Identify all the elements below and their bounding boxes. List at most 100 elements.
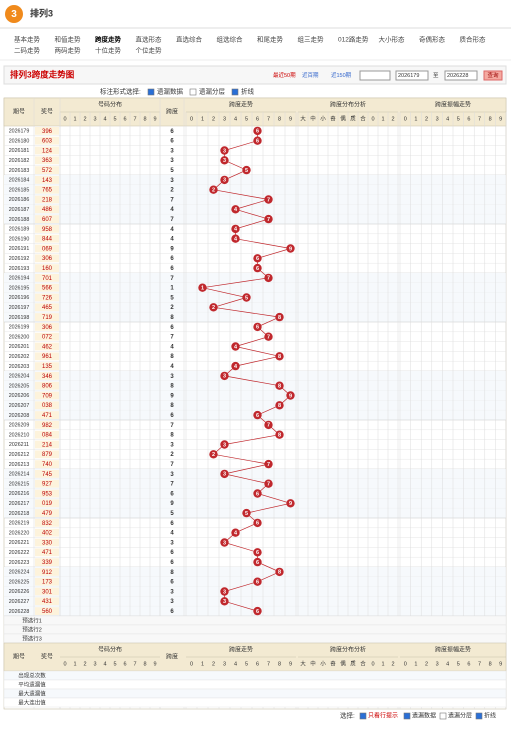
nav-link[interactable]: 直选形态 [136, 35, 163, 44]
checkbox[interactable] [403, 712, 411, 720]
nav-link[interactable]: 基本走势 [14, 35, 41, 44]
header-sub: 7 [478, 661, 481, 667]
span-ball [253, 548, 262, 557]
number-cell [35, 538, 59, 547]
span-ball [231, 342, 240, 351]
span-ball-label: 9 [289, 501, 292, 507]
span-ball [231, 224, 240, 234]
header-sub: 1 [201, 116, 204, 122]
nav-link[interactable]: 两码走势 [55, 46, 82, 55]
span-ball-label: 8 [278, 383, 281, 389]
range-link[interactable]: 近150期 [331, 71, 352, 79]
nav-link[interactable]: 组选综合 [217, 35, 244, 44]
number-cell [35, 136, 59, 145]
period-cell: 2026222 [9, 550, 30, 556]
nav-link[interactable]: 012路走势 [338, 35, 369, 44]
span-ball [264, 214, 273, 224]
row-band [4, 400, 506, 411]
number-cell [35, 332, 59, 341]
select-box[interactable] [359, 70, 391, 81]
header-sub: 3 [223, 116, 226, 122]
input-from[interactable] [395, 70, 429, 81]
nav-link[interactable]: 直选综合 [176, 35, 203, 44]
header-sub: 0 [63, 116, 66, 122]
header-group: 号码分布 [98, 646, 122, 654]
header-group: 跨度振幅走势 [435, 646, 471, 654]
span-cell: 4 [170, 344, 174, 350]
number-cell-text: 832 [42, 521, 53, 527]
span-ball-label: 3 [223, 178, 226, 184]
preselect-label: 预选行3 [22, 634, 42, 642]
range-link[interactable]: 最近50期 [273, 71, 296, 79]
span-cell: 6 [170, 491, 174, 497]
checkbox[interactable] [439, 712, 447, 720]
search-button[interactable] [483, 70, 503, 81]
range-link[interactable]: 近百期 [302, 71, 319, 79]
span-ball [253, 489, 262, 498]
nav-link[interactable]: 组三走势 [298, 35, 325, 44]
nav-link[interactable]: 质合形态 [460, 35, 487, 44]
span-cell: 4 [170, 227, 174, 233]
span-ball-label: 3 [223, 540, 226, 546]
span-cell: 7 [170, 335, 174, 341]
checkbox[interactable] [231, 88, 239, 96]
nav-link[interactable]: 二码走势 [14, 46, 41, 55]
span-ball-label: 3 [223, 442, 226, 448]
header-sub: 合 [360, 659, 366, 667]
span-ball-label: 2 [212, 187, 215, 193]
checkbox[interactable] [475, 712, 483, 720]
span-ball [264, 420, 273, 430]
nav-link[interactable]: 十位走势 [95, 46, 122, 55]
period-cell: 2026214 [9, 472, 30, 478]
nav-link[interactable]: 和值走势 [55, 35, 82, 44]
header-sub: 9 [153, 116, 156, 122]
options-label: 标注形式选择: [100, 87, 141, 96]
period-cell: 2026191 [9, 246, 30, 252]
span-cell: 7 [170, 482, 174, 488]
number-cell [35, 470, 59, 478]
number-cell-text: 479 [42, 511, 53, 517]
span-cell: 4 [170, 207, 174, 213]
number-cell-text: 709 [42, 393, 53, 399]
header-sub: 2 [391, 116, 394, 122]
span-ball [231, 205, 240, 214]
span-ball [275, 401, 284, 410]
checkbox[interactable] [359, 712, 367, 720]
stats-label: 平均遗漏值 [18, 680, 46, 688]
period-cell: 2026217 [9, 501, 30, 507]
header-sub: 质 [350, 659, 356, 667]
number-cell-text: 431 [42, 599, 53, 605]
checkbox[interactable] [189, 88, 197, 96]
nav-link[interactable]: 大小形态 [379, 35, 406, 44]
period-cell: 2026196 [9, 295, 30, 301]
span-ball [253, 410, 262, 420]
checkbox[interactable] [147, 88, 155, 96]
number-cell [35, 509, 59, 517]
header-sub: 9 [499, 661, 502, 667]
input-to[interactable] [444, 70, 478, 81]
header-sub: 合 [360, 114, 366, 122]
period-cell: 2026218 [9, 511, 30, 517]
span-ball-label: 4 [234, 236, 238, 242]
nav-link[interactable]: 个位走势 [136, 46, 163, 55]
stats-row [3, 688, 507, 699]
period-cell: 2026200 [9, 334, 30, 340]
header-sub: 小 [320, 114, 326, 122]
number-cell [35, 274, 59, 282]
number-cell [35, 607, 59, 615]
number-cell [35, 293, 59, 302]
span-ball [253, 557, 262, 567]
number-cell [35, 587, 59, 596]
nav-link[interactable]: 奇偶形态 [419, 35, 446, 44]
span-cell: 3 [170, 599, 174, 605]
nav-link[interactable]: 和尾走势 [257, 35, 284, 44]
number-cell-text: 806 [42, 384, 53, 390]
span-ball-label: 3 [223, 599, 226, 605]
span-ball [264, 195, 273, 204]
header-sub: 3 [93, 661, 96, 667]
span-ball-label: 4 [234, 530, 238, 536]
span-cell: 2 [170, 452, 174, 458]
nav-link[interactable]: 跨度走势 [95, 35, 122, 44]
span-ball [220, 146, 229, 155]
span-cell: 4 [170, 364, 174, 370]
